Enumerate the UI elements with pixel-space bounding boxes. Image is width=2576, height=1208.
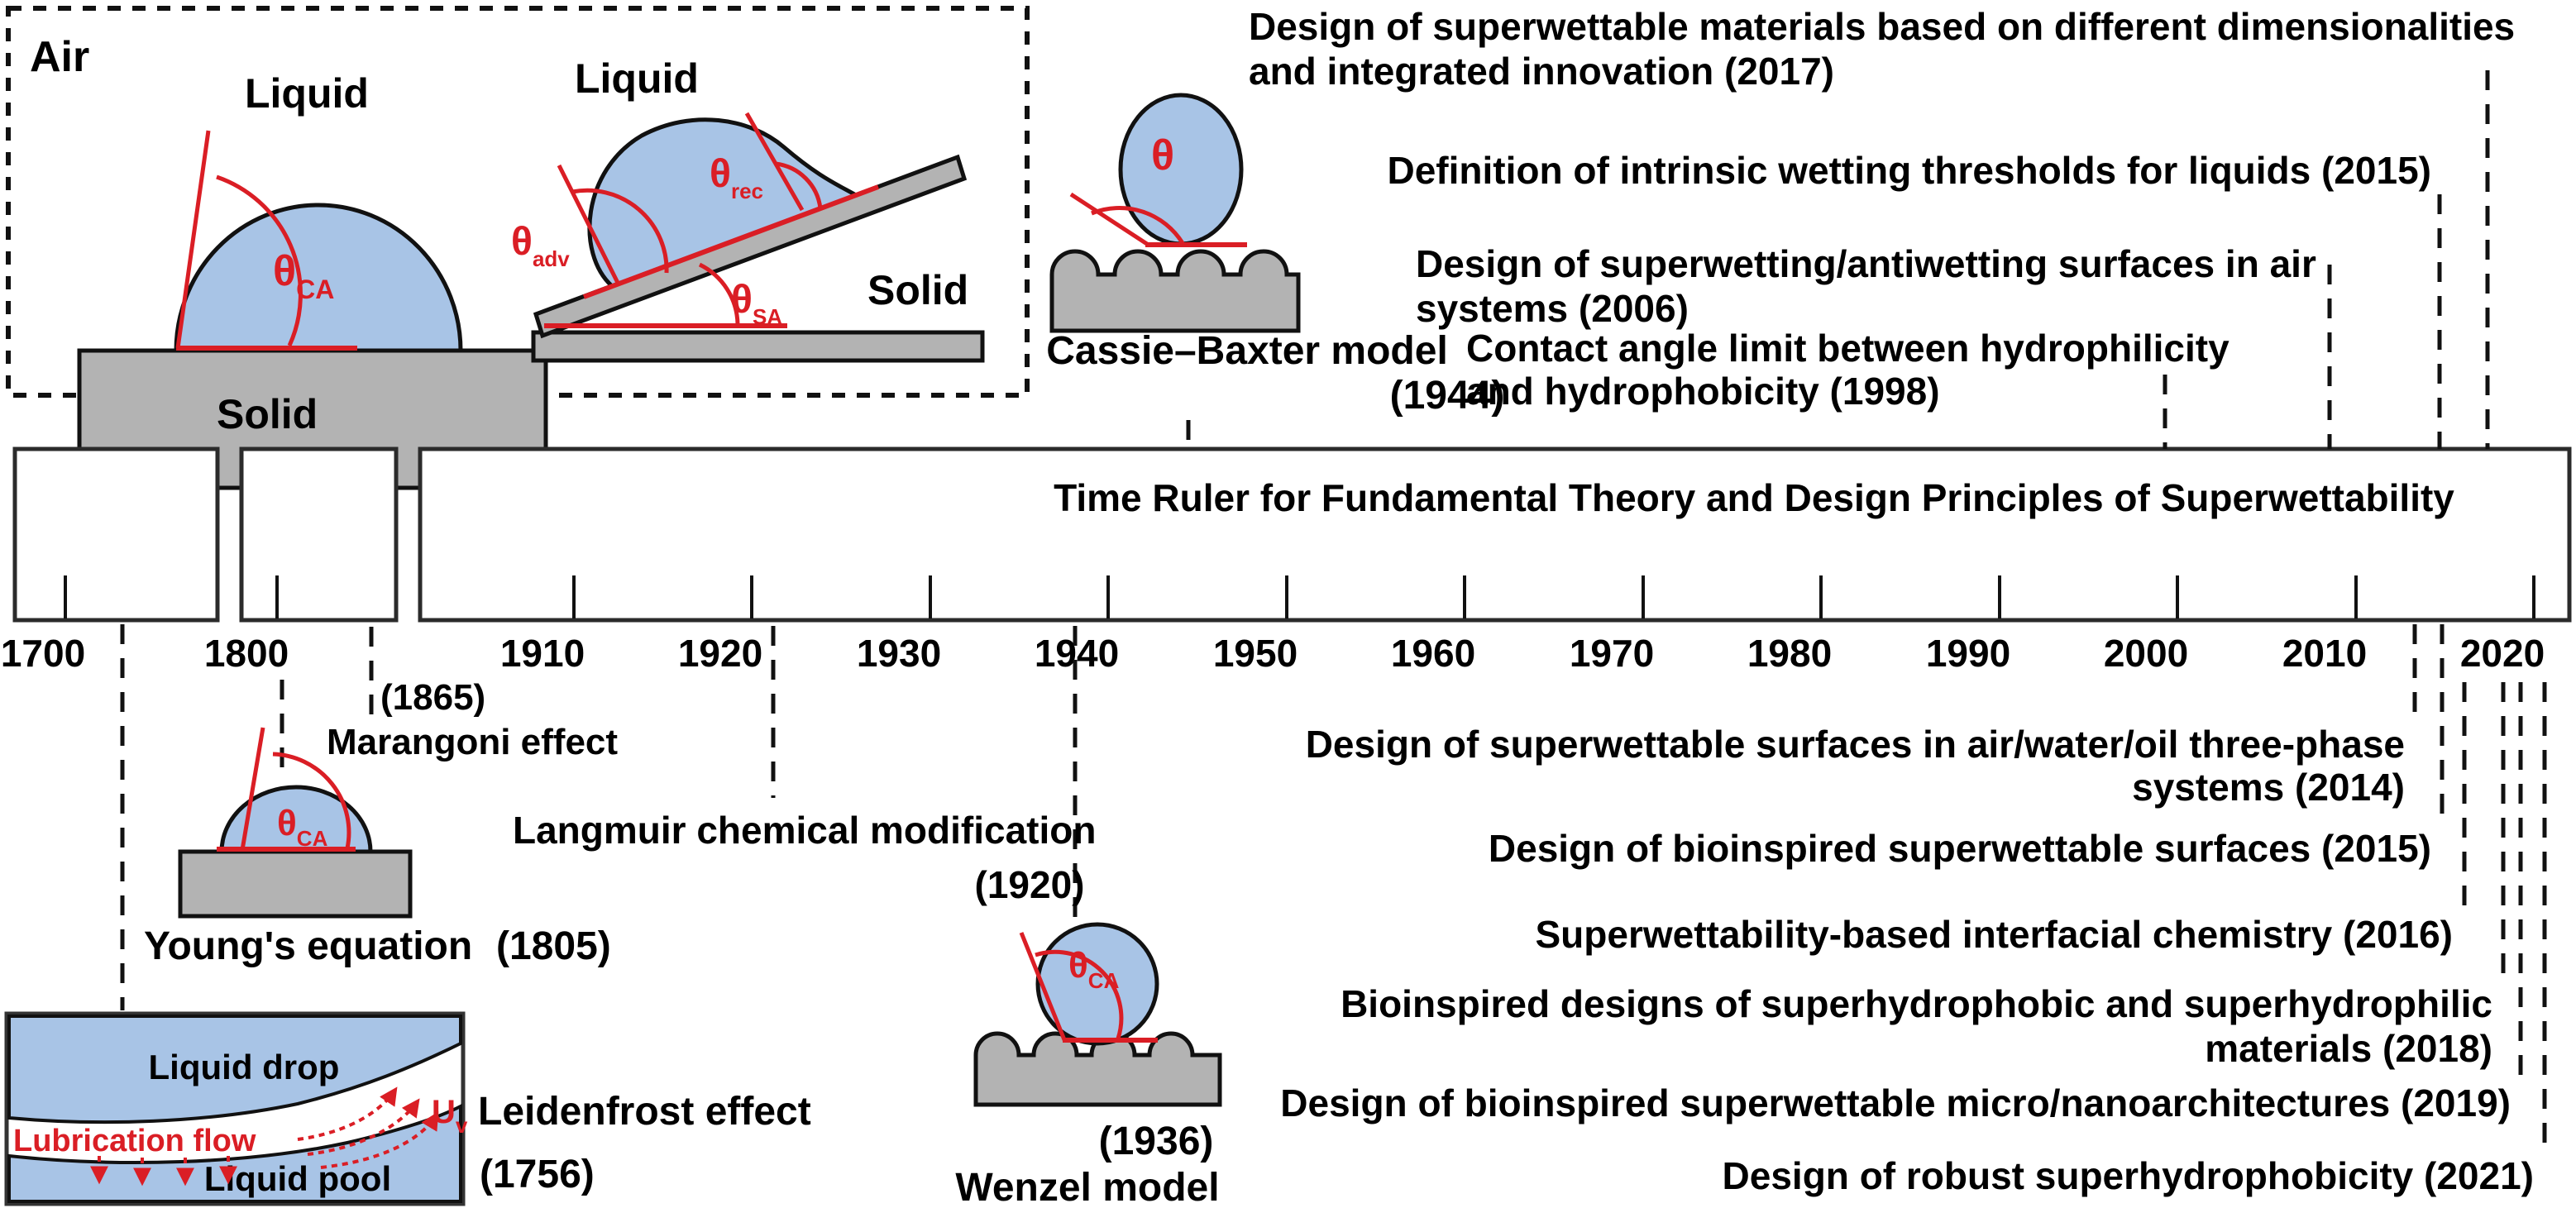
young-slab: [178, 849, 413, 919]
young-theta-label: θCA: [277, 803, 328, 851]
event-2018-line1: Bioinspired designs of superhydrophobic …: [1341, 982, 2492, 1025]
events-below-ruler-right: Design of superwettable surfaces in air/…: [1280, 723, 2534, 1197]
marangoni-name: Marangoni effect: [327, 722, 618, 762]
liquid-label-right: Liquid: [575, 55, 699, 102]
year-label-1950: 1950: [1213, 632, 1298, 675]
event-2017-line2: and integrated innovation (2017): [1249, 50, 1834, 93]
event-2006-line2: systems (2006): [1416, 287, 1689, 330]
cassie-theta-label: θ: [1151, 131, 1174, 179]
air-label: Air: [30, 33, 89, 81]
cassie-name: Cassie–Baxter model: [1046, 329, 1448, 373]
timeline-connectors: [120, 70, 2547, 1148]
tangent-line-left: [175, 130, 211, 349]
event-2014-line2: systems (2014): [2132, 766, 2405, 809]
wenzel-year: (1936): [1099, 1120, 1214, 1163]
receding-tangent: [744, 112, 805, 212]
year-label-2000: 2000: [2104, 632, 2188, 675]
event-2021: Design of robust superhydrophobicity (20…: [1723, 1154, 2534, 1197]
langmuir-year: (1920): [975, 863, 1085, 906]
rough-surface-wenzel: [973, 1031, 1222, 1107]
liquid-pool-label: Liquid pool: [204, 1159, 391, 1198]
ruler-year-labels: 1700 1800 1910 1920 1930 1940 1950 1960 …: [1, 632, 2545, 675]
cassie-baxter-model: θ Cassie–Baxter model (1944): [1046, 93, 1505, 418]
year-label-2010: 2010: [2282, 632, 2367, 675]
event-2014-line1: Design of superwettable surfaces in air/…: [1306, 723, 2405, 766]
year-label-1980: 1980: [1747, 632, 1832, 675]
year-label-1960: 1960: [1391, 632, 1475, 675]
young-droplet: [219, 785, 373, 854]
vapor-flow-arrows: [297, 1086, 439, 1169]
solid-label-right: Solid: [867, 267, 968, 313]
year-label-1800: 1800: [204, 632, 289, 675]
leidenfrost-name: Leidenfrost effect: [478, 1090, 811, 1134]
theta-rec-label: θrec: [710, 152, 763, 203]
event-2015-bioinspired: Design of bioinspired superwettable surf…: [1489, 827, 2431, 870]
liquid-label-left: Liquid: [245, 70, 369, 117]
wenzel-tangent: [1019, 932, 1068, 1043]
cassie-year: (1944): [1390, 374, 1505, 418]
young-year: (1805): [496, 924, 611, 968]
lubrication-flow-label: Lubrication flow: [13, 1124, 256, 1158]
event-2017-line1: Design of superwettable materials based …: [1249, 5, 2515, 48]
langmuir-event: Langmuir chemical modification (1920): [513, 809, 1096, 906]
year-label-2020: 2020: [2460, 632, 2545, 675]
leidenfrost-model: Liquid drop Liquid pool Lubrication flow…: [4, 1011, 811, 1206]
wenzel-name: Wenzel model: [955, 1166, 1219, 1208]
year-label-1920: 1920: [678, 632, 762, 675]
ruler-title: Time Ruler for Fundamental Theory and De…: [1054, 476, 2454, 519]
cassie-angle-arc: [1091, 206, 1185, 245]
solid-slab-right: [531, 330, 985, 363]
sliding-angle-arc: [698, 262, 740, 325]
rough-surface-cassie: [1049, 249, 1301, 333]
events-above-ruler: Design of superwettable materials based …: [1249, 5, 2515, 413]
advancing-angle-arc: [571, 188, 669, 274]
year-label-1970: 1970: [1570, 632, 1654, 675]
tilted-plate-diagram: Liquid θrec θadv θSA Solid: [511, 55, 985, 363]
theta-ca-label: θCA: [273, 247, 334, 304]
young-name: Young's equation: [144, 924, 472, 968]
wenzel-theta-label: θCA: [1068, 945, 1120, 993]
solid-label-left: Solid: [217, 391, 318, 437]
time-ruler: Time Ruler for Fundamental Theory and De…: [1, 446, 2572, 675]
year-label-1910: 1910: [500, 632, 585, 675]
cassie-tangent: [1069, 192, 1151, 248]
plate-contact-line: [582, 184, 880, 299]
advancing-tangent: [557, 164, 621, 286]
contact-angle-inset: Air Liquid θCA Solid Liquid θrec: [6, 6, 1030, 490]
marangoni-year: (1865): [380, 677, 485, 718]
receding-angle-arc: [775, 161, 823, 209]
young-angle-arc: [272, 752, 351, 849]
event-2016: Superwettability-based interfacial chemi…: [1535, 913, 2453, 956]
event-1998-line2: and hydrophobicity (1998): [1466, 370, 1940, 413]
event-2006-line1: Design of superwetting/antiwetting surfa…: [1416, 242, 2316, 285]
liquid-drop-region: [7, 1015, 462, 1124]
year-label-1930: 1930: [857, 632, 941, 675]
wenzel-model: θCA (1936) Wenzel model: [955, 922, 1222, 1208]
liquid-pool-region: [7, 1103, 462, 1203]
marangoni-event: (1865) Marangoni effect: [327, 677, 618, 762]
wenzel-angle-arc: [1035, 949, 1124, 1039]
ruler-segment-1: [12, 446, 220, 623]
theta-sa-label: θSA: [731, 278, 782, 329]
youngs-equation-model: θCA Young's equation (1805): [144, 727, 611, 968]
young-tangent: [240, 727, 265, 851]
event-2015-definition: Definition of intrinsic wetting threshol…: [1387, 149, 2431, 192]
event-2018-line2: materials (2018): [2205, 1027, 2492, 1070]
langmuir-name: Langmuir chemical modification: [513, 809, 1096, 852]
year-label-1990: 1990: [1926, 632, 2010, 675]
droplet-left: [174, 203, 463, 353]
year-label-1700: 1700: [1, 632, 85, 675]
leidenfrost-year: (1756): [480, 1153, 595, 1196]
contact-angle-arc-left: [216, 174, 303, 347]
ruler-segment-2: [239, 446, 399, 623]
cassie-droplet: [1118, 93, 1244, 246]
event-1998-line1: Contact angle limit between hydrophilici…: [1466, 327, 2230, 370]
ruler-segment-3: [418, 446, 2572, 623]
lubrication-arrows: [90, 1156, 237, 1187]
event-2019: Design of bioinspired superwettable micr…: [1280, 1081, 2511, 1124]
theta-adv-label: θadv: [511, 220, 570, 271]
liquid-drop-label: Liquid drop: [149, 1048, 340, 1086]
